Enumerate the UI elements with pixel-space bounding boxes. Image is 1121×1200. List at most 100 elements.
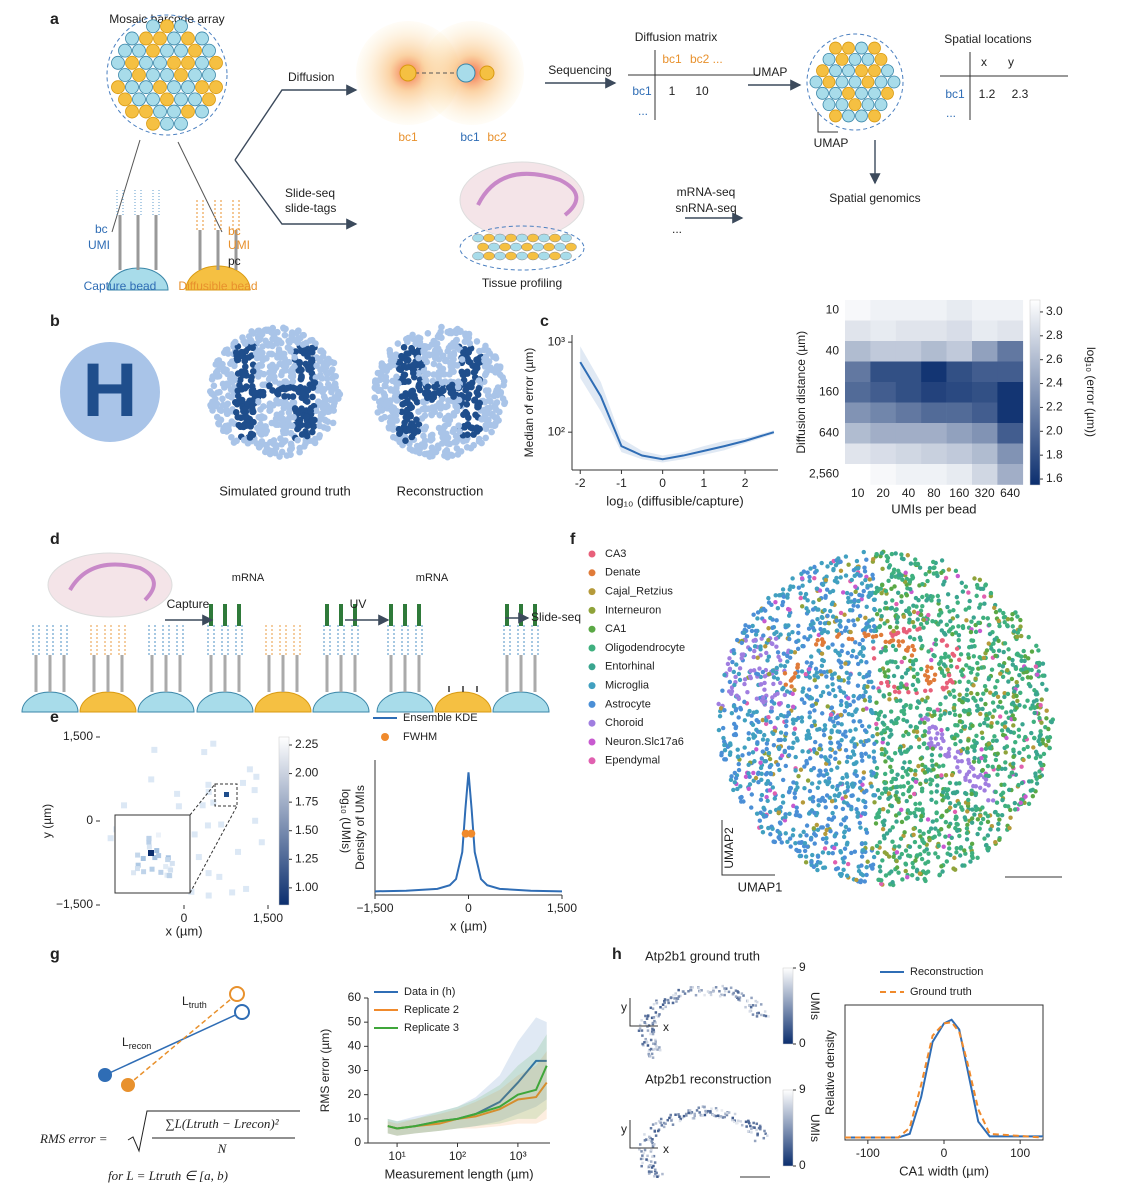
- dot: [473, 338, 481, 345]
- cell-dot: [955, 733, 960, 738]
- pixel: [646, 1044, 650, 1047]
- dot: [272, 442, 279, 450]
- cell-dot: [722, 742, 727, 748]
- dot: [270, 437, 278, 444]
- heatmap-cell: [845, 423, 871, 444]
- dot: [289, 393, 297, 400]
- bead: [196, 691, 254, 713]
- cell-dot: [911, 674, 917, 680]
- legend-swatch: [588, 719, 596, 727]
- pixel: [703, 1105, 706, 1109]
- pixel: [650, 1016, 654, 1020]
- dot: [430, 360, 438, 368]
- dot: [445, 397, 452, 404]
- cell-dot: [1000, 732, 1006, 738]
- dot: [496, 408, 503, 416]
- dot: [288, 444, 295, 452]
- cell-dot: [830, 588, 836, 594]
- cell-dot: [918, 834, 923, 839]
- pixel: [649, 1038, 653, 1042]
- cell-dot: [911, 826, 916, 831]
- cell-dot: [795, 646, 801, 652]
- pixel: [640, 1019, 643, 1022]
- dot: [319, 401, 327, 408]
- cell-dot: [1029, 649, 1035, 654]
- cell-dot: [786, 710, 791, 715]
- cell-dot: [1014, 705, 1019, 710]
- bead: [842, 109, 855, 123]
- cell-dot: [781, 651, 787, 656]
- cell-dot: [953, 814, 959, 819]
- cell-dot: [816, 773, 821, 778]
- cell-dot: [1011, 754, 1016, 760]
- cell-dot: [810, 607, 816, 612]
- dot: [242, 422, 250, 430]
- bead: [560, 233, 572, 243]
- cell-dot: [907, 635, 913, 640]
- inset-bin: [149, 866, 155, 872]
- cell-dot: [983, 582, 989, 587]
- cell-dot: [827, 691, 832, 697]
- x-tick-label: −1,500: [356, 901, 393, 915]
- cell-dot: [880, 858, 885, 863]
- cell-dot: [979, 730, 985, 735]
- cell-dot: [917, 844, 922, 850]
- dot: [316, 432, 323, 439]
- dot: [321, 416, 329, 424]
- pixel: [645, 1017, 649, 1020]
- cell-dot: [858, 649, 863, 655]
- pixel: [644, 1037, 647, 1041]
- cell-dot: [916, 737, 922, 742]
- cell-dot: [933, 851, 938, 856]
- cell-dot: [795, 848, 801, 854]
- cell-dot: [780, 587, 786, 592]
- cell-dot: [831, 687, 836, 693]
- cell-dot: [792, 791, 797, 796]
- cell-dot: [938, 753, 943, 758]
- dot: [255, 444, 263, 451]
- bead: [146, 116, 160, 131]
- dot: [266, 450, 274, 458]
- cell-dot: [846, 636, 852, 641]
- cell-dot: [857, 613, 863, 619]
- cell-dot: [810, 703, 815, 708]
- colorbar: [278, 736, 290, 906]
- cell-dot: [1004, 744, 1010, 749]
- dot: [462, 386, 469, 394]
- cell-dot: [828, 608, 833, 614]
- cell-dot: [804, 833, 809, 838]
- cell-dot: [755, 740, 760, 745]
- cell-dot: [754, 709, 759, 715]
- bead: [195, 31, 209, 46]
- bead: [188, 68, 202, 82]
- cell-dot: [746, 751, 752, 756]
- cell-dot: [895, 665, 900, 670]
- cell-dot: [995, 720, 1000, 725]
- cell-dot: [824, 793, 830, 798]
- cell-dot: [926, 741, 932, 746]
- cell-dot: [957, 713, 963, 718]
- cell-dot: [890, 598, 895, 603]
- pixel: [643, 1148, 647, 1152]
- bead: [565, 242, 577, 252]
- dot: [302, 339, 310, 347]
- dot: [433, 340, 441, 347]
- mrna: [325, 604, 329, 626]
- legend-label: Entorhinal: [605, 661, 655, 673]
- cell-dot: [744, 634, 750, 639]
- cell-dot: [963, 584, 969, 589]
- hex-bin: [252, 817, 259, 824]
- cell-dot: [1026, 634, 1031, 640]
- cell-dot: [816, 803, 821, 808]
- cell-dot: [954, 846, 959, 851]
- cell-dot: [820, 711, 825, 716]
- dot: [393, 407, 400, 415]
- cell-dot: [910, 865, 916, 870]
- cell-dot: [799, 697, 805, 702]
- cell-dot: [942, 711, 947, 716]
- cell-dot: [886, 578, 891, 584]
- cell-dot: [925, 712, 930, 717]
- cell-dot: [843, 734, 848, 739]
- cell-dot: [874, 843, 880, 849]
- x-axis-label: Measurement length (µm): [384, 1166, 533, 1181]
